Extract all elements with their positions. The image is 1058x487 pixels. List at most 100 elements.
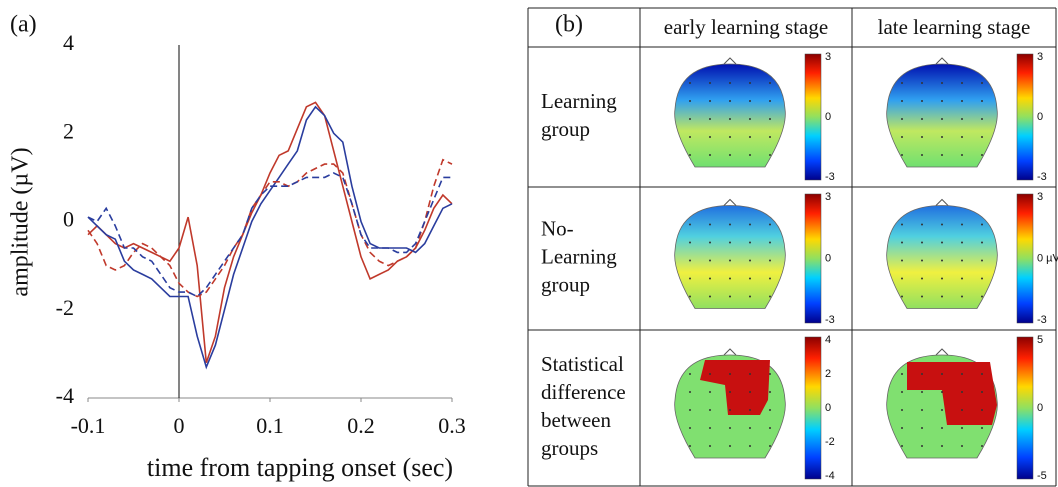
electrode — [749, 82, 751, 84]
colorbar-tick-label: 0 — [1037, 111, 1043, 123]
electrode — [769, 295, 771, 298]
topomap — [886, 63, 998, 168]
electrode — [769, 259, 771, 262]
colorbar-tick-label: 0 — [825, 402, 831, 414]
x-tick-label: -0.1 — [71, 413, 106, 438]
electrode — [749, 154, 751, 156]
electrode — [729, 241, 731, 244]
colorbar-tick-label: 4 — [825, 334, 831, 346]
electrode — [689, 223, 691, 226]
electrode — [921, 391, 923, 393]
electrode — [709, 241, 711, 244]
electrode — [901, 100, 903, 102]
electrode — [961, 373, 963, 375]
electrode — [941, 373, 943, 375]
electrode — [941, 445, 943, 447]
head-nose — [723, 57, 737, 65]
electrode — [749, 118, 751, 120]
colorbar-tick-label: 3 — [1037, 191, 1043, 203]
electrode — [921, 100, 923, 102]
row-label: group — [541, 117, 590, 141]
electrode — [961, 427, 963, 429]
electrode — [921, 241, 923, 244]
electrode — [941, 118, 943, 120]
electrode — [729, 154, 731, 156]
electrode — [941, 259, 943, 262]
electrode — [941, 154, 943, 156]
colorbar-tick-label: -3 — [825, 314, 835, 326]
electrode — [901, 445, 903, 447]
topomap-cluster — [907, 362, 997, 425]
electrode — [981, 241, 983, 244]
electrode — [729, 223, 731, 226]
electrode — [769, 241, 771, 244]
colorbar-tick-label: 0 µV — [1037, 252, 1058, 264]
electrode — [961, 136, 963, 138]
electrode — [729, 373, 731, 375]
electrode — [709, 409, 711, 411]
electrode — [901, 277, 903, 280]
electrode — [689, 100, 691, 102]
row-label: group — [541, 272, 590, 296]
electrode — [729, 295, 731, 298]
electrode — [689, 241, 691, 244]
electrode — [981, 82, 983, 84]
electrode — [981, 295, 983, 298]
electrode — [961, 241, 963, 244]
electrode — [689, 427, 691, 429]
electrode — [769, 409, 771, 411]
electrode — [981, 118, 983, 120]
colorbar-tick-label: -2 — [825, 436, 835, 448]
x-tick-label: 0.1 — [256, 413, 284, 438]
electrode — [689, 136, 691, 138]
electrode — [729, 391, 731, 393]
electrode — [981, 136, 983, 138]
colorbar-tick-label: 0 — [1037, 402, 1043, 414]
electrode — [709, 427, 711, 429]
colorbar-tick-label: -3 — [1037, 171, 1047, 183]
y-tick-label: 0 — [63, 207, 74, 232]
electrode — [921, 427, 923, 429]
colorbar-tick-label: -3 — [1037, 314, 1047, 326]
electrode — [921, 118, 923, 120]
electrode — [709, 373, 711, 375]
topomap-cluster — [700, 360, 770, 415]
electrode — [709, 100, 711, 102]
electrode — [981, 391, 983, 393]
electrode — [749, 277, 751, 280]
line-series — [87, 101, 453, 363]
electrode — [901, 373, 903, 375]
electrode — [901, 118, 903, 120]
electrode — [941, 391, 943, 393]
electrode — [769, 136, 771, 138]
x-tick-label: 0.3 — [438, 413, 466, 438]
colorbar — [1016, 193, 1034, 324]
row-label: groups — [541, 436, 598, 460]
y-tick-label: 4 — [63, 30, 74, 55]
column-header: early learning stage — [664, 15, 828, 39]
electrode — [941, 409, 943, 411]
electrode — [961, 223, 963, 226]
colorbar-tick-label: 3 — [825, 191, 831, 203]
electrode — [769, 82, 771, 84]
colorbar-tick-label: 0 — [825, 252, 831, 264]
electrode — [729, 259, 731, 262]
electrode — [961, 82, 963, 84]
colorbar — [1016, 336, 1034, 480]
row-label: Statistical — [541, 352, 624, 376]
row-label: between — [541, 408, 611, 432]
colorbar — [1016, 53, 1034, 181]
electrode — [689, 82, 691, 84]
electrode — [689, 391, 691, 393]
y-tick-label: -2 — [56, 295, 74, 320]
electrode — [901, 241, 903, 244]
electrode — [941, 295, 943, 298]
electrode — [901, 136, 903, 138]
electrode — [689, 259, 691, 262]
line-series — [87, 158, 453, 298]
electrode — [749, 241, 751, 244]
electrode — [941, 241, 943, 244]
electrode — [921, 409, 923, 411]
colorbar-tick-label: 2 — [825, 368, 831, 380]
